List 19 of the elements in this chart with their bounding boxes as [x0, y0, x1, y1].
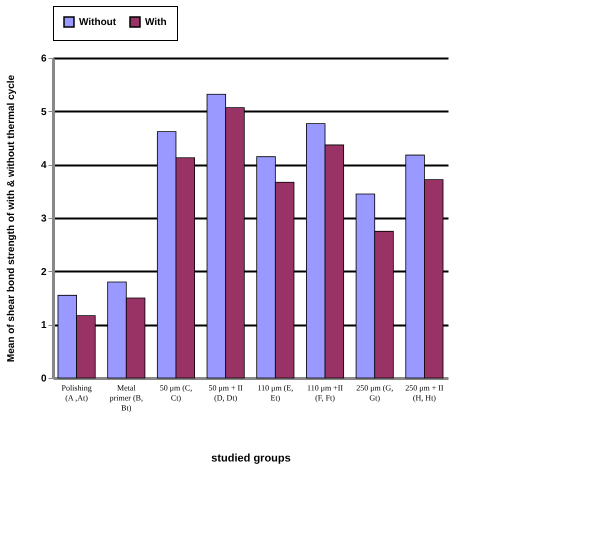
y-tick-label: 3: [40, 214, 47, 224]
legend-label: Without: [79, 17, 117, 28]
y-axis-title: Mean of shear bond strength of with & without thermal cycle: [6, 74, 17, 362]
x-tick-label: 110 μm +II (F, Ft): [306, 384, 344, 402]
x-tick-label: 250 μm + II (H, Ht): [405, 384, 444, 402]
x-tick-label: 250 μm (G, Gt): [356, 384, 394, 402]
y-tick-label: 6: [40, 54, 47, 64]
x-tick-label: 50 μm + II (D, Dt): [208, 384, 244, 402]
y-tick-label: 4: [40, 160, 47, 172]
x-tick-label: 110 μm (E, Et): [257, 384, 294, 402]
legend-label: With: [145, 17, 167, 28]
x-tick-label: Polishing (A ,At): [61, 384, 92, 402]
y-tick-label: 0: [40, 374, 47, 384]
x-tick-label: Metal primer (B, Bt): [110, 384, 143, 412]
y-tick-label: 5: [40, 106, 47, 118]
y-tick-label: 2: [40, 266, 47, 278]
y-tick-label: 1: [40, 320, 47, 332]
x-tick-label: 50 μm (C, Ct): [160, 384, 192, 402]
x-axis-title: studied groups: [211, 452, 291, 464]
